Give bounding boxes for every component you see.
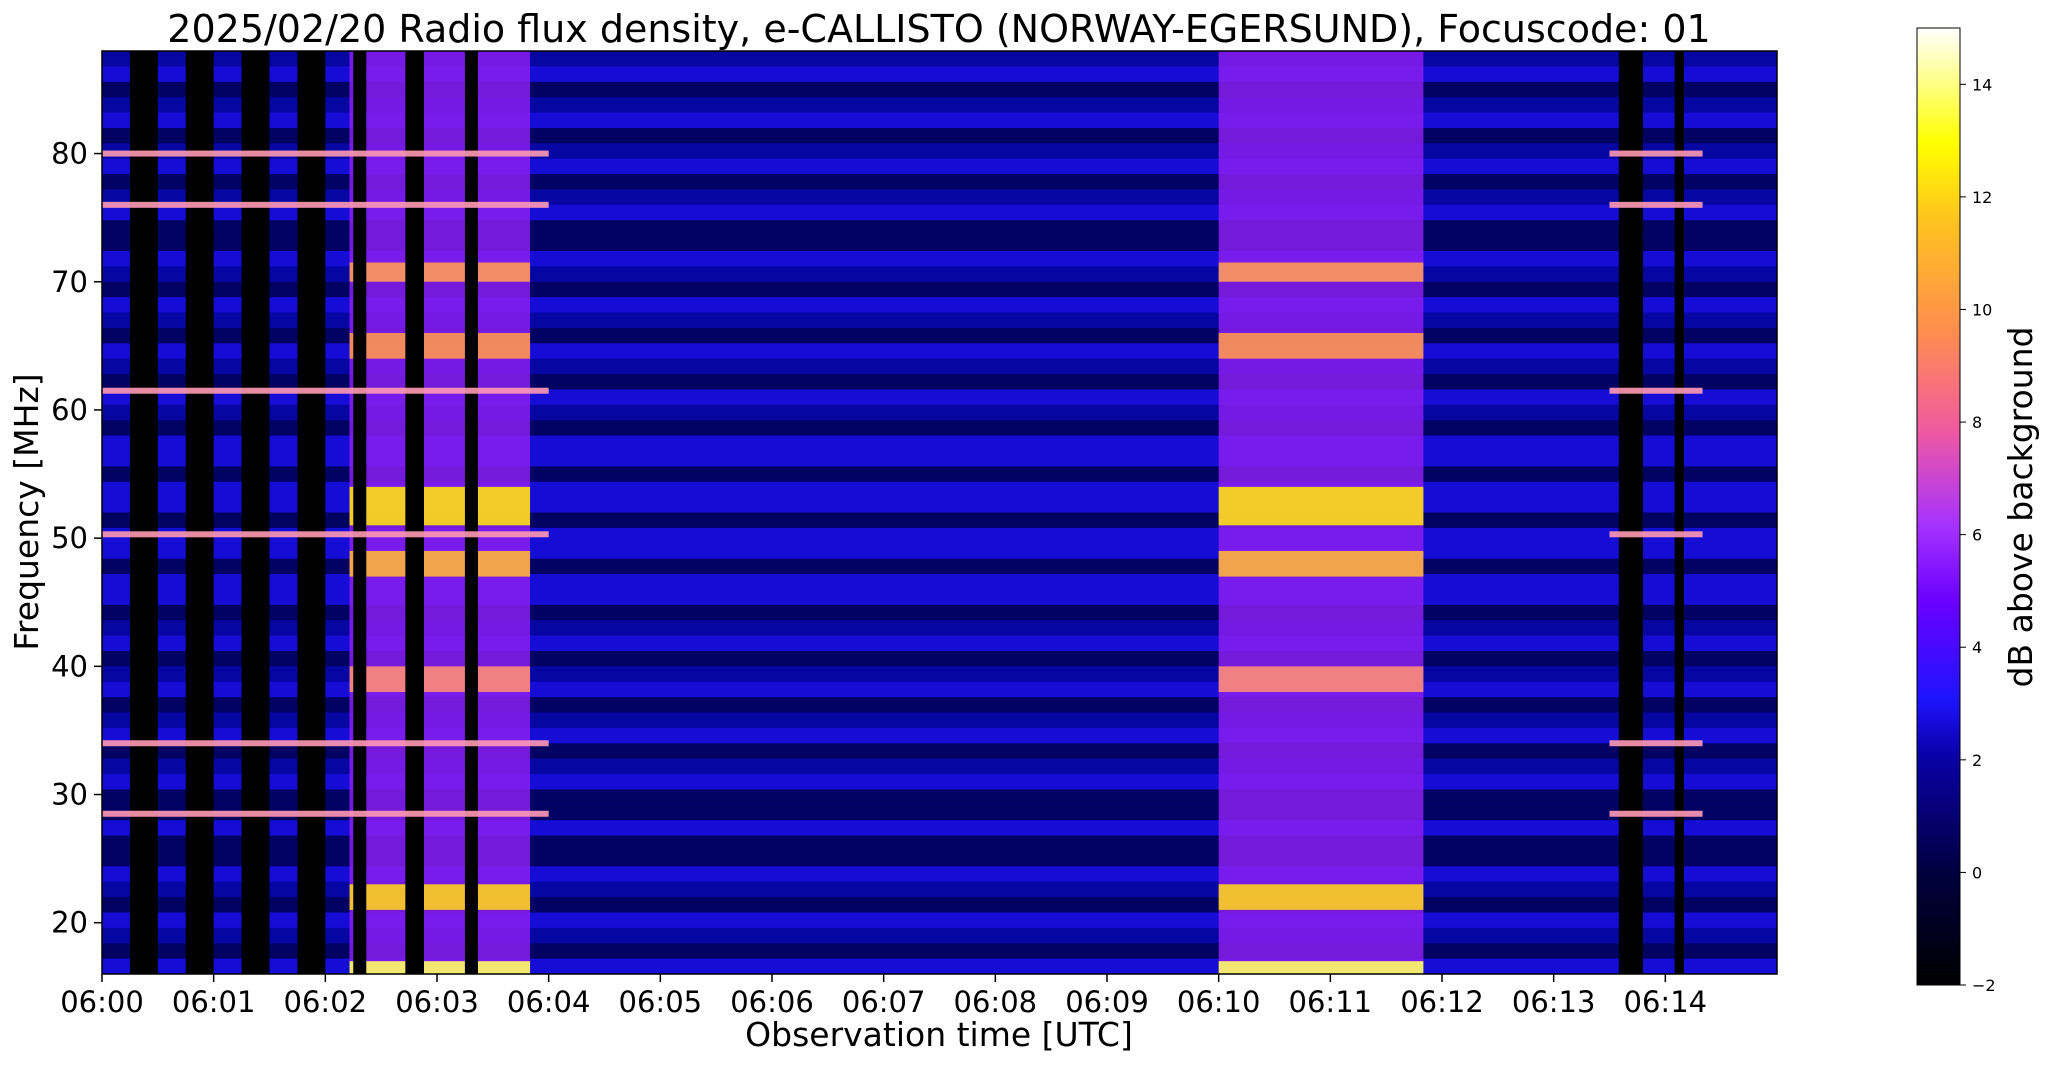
x-tick-label: 06:02 [284, 985, 368, 1019]
colorbar-tick-label: −2 [1972, 976, 1996, 995]
plot-frame [101, 50, 1778, 975]
narrowband-line-2 [102, 387, 549, 394]
y-tick-label: 60 [51, 393, 88, 427]
colorbar-tick-label: 2 [1972, 751, 1982, 770]
y-tick-label: 30 [51, 778, 88, 812]
x-tick-label: 06:05 [619, 985, 703, 1019]
colorbar-tick-label: 0 [1972, 863, 1982, 882]
bright-band-0-2 [349, 666, 531, 692]
narrowband-line-late-4 [1609, 740, 1703, 747]
bright-band-0-3 [349, 884, 531, 910]
narrowband-line-0 [102, 150, 549, 157]
y-tick-label: 70 [51, 265, 88, 299]
bright-band-0-1 [349, 550, 531, 577]
bright-band-0-4 [349, 333, 531, 359]
x-tick-label: 06:07 [842, 985, 926, 1019]
bright-band-1-4 [1218, 333, 1424, 359]
x-tick-label: 06:00 [60, 985, 144, 1019]
x-tick-label: 06:03 [395, 985, 479, 1019]
y-axis-label: Frequency [MHz] [7, 373, 46, 650]
x-tick-label: 06:10 [1177, 985, 1261, 1019]
bright-band-0-5 [349, 262, 531, 282]
bright-band-1-1 [1218, 550, 1424, 577]
y-tick-label: 50 [51, 521, 88, 555]
narrowband-line-late-2 [1609, 387, 1703, 394]
y-tick-label: 40 [51, 649, 88, 683]
y-axis-ticks: 20 30 40 50 60 70 80 [51, 137, 102, 940]
gap-interval-6 [464, 51, 478, 974]
narrowband-line-4 [102, 740, 549, 747]
gap-interval-0 [129, 51, 158, 974]
colorbar-tick-label: 4 [1972, 638, 1982, 657]
narrowband-line-3 [102, 531, 549, 538]
narrowband-line-late-5 [1609, 810, 1703, 817]
narrowband-line-1 [102, 201, 549, 208]
gap-interval-7 [1618, 51, 1643, 974]
bright-band-1-5 [1218, 262, 1424, 282]
y-tick-label: 80 [51, 137, 88, 171]
gap-interval-1 [185, 51, 214, 974]
gap-interval-8 [1674, 51, 1684, 974]
bright-band-0-6 [349, 961, 531, 974]
colorbar [1916, 27, 1961, 986]
x-tick-label: 06:13 [1512, 985, 1596, 1019]
gap-interval-3 [297, 51, 326, 974]
bright-band-1-6 [1218, 961, 1424, 974]
x-axis-label: Observation time [UTC] [745, 1015, 1133, 1054]
x-tick-label: 06:04 [507, 985, 591, 1019]
x-tick-label: 06:06 [730, 985, 814, 1019]
narrowband-line-late-3 [1609, 531, 1703, 538]
x-tick-label: 06:01 [172, 985, 256, 1019]
x-tick-label: 06:08 [954, 985, 1038, 1019]
x-axis-ticks: 06:00 06:01 06:02 06:03 06:04 06:05 06:06 06:07… [60, 974, 1707, 1019]
narrowband-lines [102, 150, 1703, 817]
chart-title: 2025/02/20 Radio flux density, e-CALLIST… [167, 7, 1710, 51]
bright-band-1-3 [1218, 884, 1424, 910]
narrowband-line-5 [102, 810, 549, 817]
x-tick-label: 06:14 [1624, 985, 1708, 1019]
colorbar-tick-label: 6 [1972, 526, 1982, 545]
plot-area [102, 51, 1777, 974]
colorbar-tick-label: 12 [1972, 188, 1992, 207]
y-tick-label: 20 [51, 906, 88, 940]
narrowband-line-late-1 [1609, 201, 1703, 208]
colorbar-tick-label: 10 [1972, 300, 1992, 319]
bright-band-1-2 [1218, 666, 1424, 692]
gap-interval-2 [241, 51, 270, 974]
colorbar-ticks: −2 0 2 4 6 8 10 12 14 [1960, 75, 1996, 995]
narrowband-line-late-0 [1609, 150, 1703, 157]
gap-interval-4 [353, 51, 367, 974]
colorbar-label: dB above background [2001, 327, 2040, 688]
bright-band-0-0 [349, 486, 531, 526]
x-tick-label: 06:11 [1289, 985, 1373, 1019]
gap-interval-5 [405, 51, 424, 974]
colorbar-tick-label: 8 [1972, 413, 1982, 432]
x-tick-label: 06:09 [1065, 985, 1149, 1019]
colorbar-tick-label: 14 [1972, 75, 1992, 94]
x-tick-label: 06:12 [1400, 985, 1484, 1019]
bright-band-1-0 [1218, 486, 1424, 526]
